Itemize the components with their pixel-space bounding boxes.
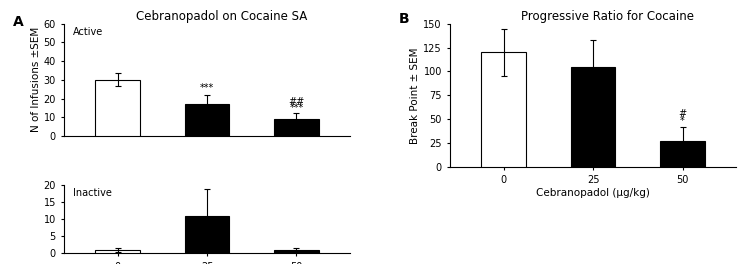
Text: *: * <box>680 116 685 126</box>
Text: #: # <box>679 109 686 119</box>
Text: Inactive: Inactive <box>72 187 112 197</box>
Bar <box>660 141 705 167</box>
Title: Cebranopadol on Cocaine SA: Cebranopadol on Cocaine SA <box>136 10 307 23</box>
Text: ***: *** <box>200 83 214 93</box>
Bar <box>274 119 319 136</box>
Title: Progressive Ratio for Cocaine: Progressive Ratio for Cocaine <box>521 10 694 23</box>
Bar <box>95 250 140 253</box>
Bar <box>571 67 615 167</box>
Y-axis label: N of Infusions ±SEM: N of Infusions ±SEM <box>31 27 41 133</box>
Text: ***: *** <box>289 102 304 112</box>
Text: B: B <box>399 12 409 26</box>
Text: ##: ## <box>288 97 304 107</box>
Bar <box>95 80 140 136</box>
Bar <box>482 52 526 167</box>
Y-axis label: Break Point ± SEM: Break Point ± SEM <box>411 47 421 144</box>
Bar <box>185 216 230 253</box>
Text: A: A <box>13 15 23 29</box>
Text: Active: Active <box>72 27 103 37</box>
Bar <box>274 250 319 253</box>
Bar <box>185 104 230 136</box>
X-axis label: Cebranopadol (μg/kg): Cebranopadol (μg/kg) <box>536 188 650 198</box>
